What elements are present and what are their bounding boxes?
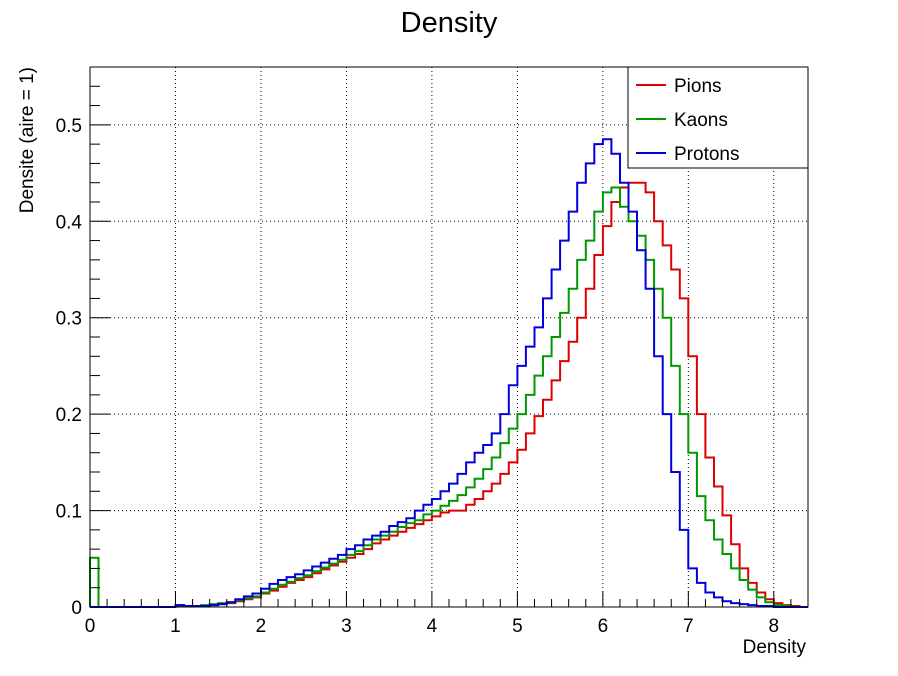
y-tick-label: 0.2 xyxy=(56,405,82,426)
x-tick-label: 1 xyxy=(170,616,181,637)
y-tick-label: 0 xyxy=(71,598,82,619)
legend: Pions Kaons Protons xyxy=(627,66,809,169)
x-tick-label: 3 xyxy=(341,616,352,637)
y-tick-label: 0.5 xyxy=(56,116,82,137)
series-line-kaons xyxy=(89,186,808,608)
x-tick-label: 4 xyxy=(427,616,438,637)
x-tick-label: 8 xyxy=(769,616,780,637)
y-tick-label: 0.3 xyxy=(56,309,82,330)
series-line-protons xyxy=(90,138,808,608)
series-group xyxy=(89,138,808,608)
y-tick-label: 0.4 xyxy=(56,212,83,233)
chart-title: Density xyxy=(401,7,498,39)
x-axis-label: Density xyxy=(743,637,807,658)
legend-label-pions: Pions xyxy=(674,76,722,97)
legend-label-kaons: Kaons xyxy=(674,110,728,131)
legend-label-protons: Protons xyxy=(674,144,739,165)
legend-box xyxy=(627,66,809,169)
x-tick-label: 0 xyxy=(85,616,96,637)
x-tick-label: 2 xyxy=(256,616,267,637)
y-tick-label: 0.1 xyxy=(56,502,82,523)
axes: 0 1 2 3 4 5 6 7 8 0 0.1 0.2 0.3 0.4 0.5 xyxy=(56,66,809,637)
x-tick-label: 6 xyxy=(598,616,609,637)
x-tick-label: 5 xyxy=(512,616,523,637)
y-axis-label: Densite (aire = 1) xyxy=(17,67,38,213)
x-tick-label: 7 xyxy=(683,616,694,637)
series-line-pions xyxy=(90,181,808,608)
